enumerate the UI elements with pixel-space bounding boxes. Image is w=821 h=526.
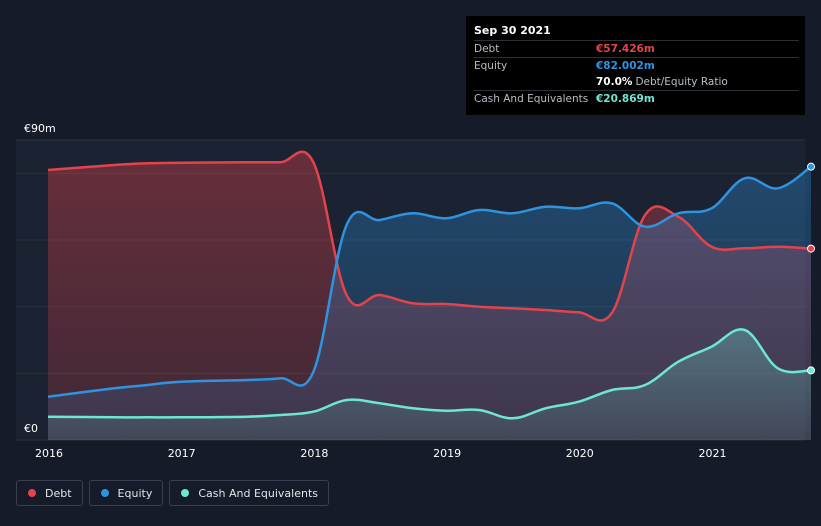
tooltip-debt-label: Debt — [474, 43, 500, 55]
tooltip-ratio-row: 70.0% Debt/Equity Ratio — [474, 74, 799, 90]
x-tick-label-0: 2016 — [35, 447, 63, 460]
x-tick-label-1: 2017 — [168, 447, 196, 460]
cash-and-equivalents-endpoint — [807, 366, 816, 375]
legend-item-cash[interactable]: Cash And Equivalents — [169, 480, 329, 506]
x-tick-label-2: 2018 — [300, 447, 328, 460]
cash-and-equivalents-line — [47, 328, 812, 420]
tooltip-equity-label: Equity — [474, 60, 508, 72]
axis-labels: €90m €0 2016 2017 2018 2019 2020 2021 — [24, 122, 727, 460]
legend-debt-label: Debt — [45, 486, 72, 500]
series-endpoints — [807, 162, 816, 375]
tooltip-debt-row: Debt €57.426m — [474, 40, 799, 57]
legend-item-debt[interactable]: Debt — [16, 480, 83, 506]
y-tick-label-1: €0 — [24, 422, 38, 435]
y-tick-label-0: €90m — [24, 122, 56, 135]
tooltip: Sep 30 2021 Debt €57.426m Equity €82.002… — [466, 16, 805, 115]
equity-dot-icon — [100, 489, 109, 497]
debt-endpoint — [807, 244, 816, 253]
legend-equity-label: Equity — [117, 486, 153, 500]
legend-item-equity[interactable]: Equity — [88, 480, 164, 506]
cash-and-equivalents-area — [48, 329, 811, 440]
cash-dot-icon — [181, 489, 190, 497]
tooltip-cash-value: €20.869m — [596, 93, 655, 105]
debt-line — [47, 150, 812, 322]
tooltip-date: Sep 30 2021 — [474, 24, 551, 37]
equity-line — [47, 165, 812, 398]
tooltip-cash-label: Cash And Equivalents — [474, 93, 589, 105]
equity-endpoint — [807, 162, 816, 171]
x-tick-label-3: 2019 — [433, 447, 461, 460]
tooltip-equity-row: Equity €82.002m — [474, 57, 799, 74]
x-tick-label-5: 2021 — [699, 447, 727, 460]
legend: Debt Equity Cash And Equivalents — [16, 480, 335, 506]
debt-dot-icon — [28, 489, 36, 497]
tooltip-ratio-value: 70.0% — [596, 76, 633, 88]
legend-cash-label: Cash And Equivalents — [198, 486, 318, 500]
tooltip-debt-value: €57.426m — [596, 43, 655, 55]
series-lines — [47, 150, 812, 420]
tooltip-cash-row: Cash And Equivalents €20.869m — [474, 90, 799, 107]
tooltip-ratio-label: Debt/Equity Ratio — [635, 76, 728, 88]
x-tick-label-4: 2020 — [566, 447, 594, 460]
tooltip-equity-value: €82.002m — [596, 60, 655, 72]
